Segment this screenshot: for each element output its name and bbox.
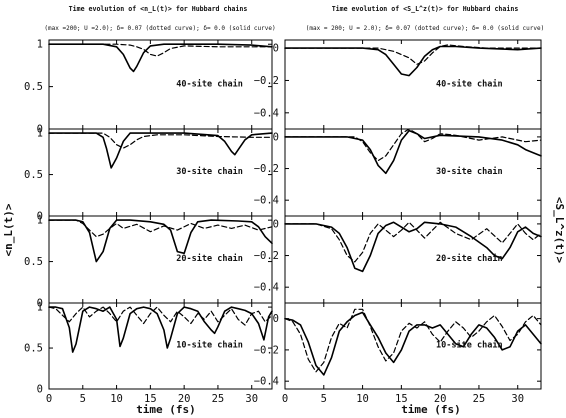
solid-curve [284,129,542,175]
y-tick-label: −0.2 [254,344,279,356]
panel-4: 0 −0.2 −0.4 10-site chain [254,302,542,390]
dashed-curve [284,308,542,373]
x-tick-label: 0 [46,393,52,405]
x-tick-label: 5 [80,393,86,405]
panel-label: 10-site chain [436,340,503,351]
panel-label: 30-site chain [176,166,243,177]
dashed-curve [284,44,542,65]
y-tick-label: −0.2 [254,250,279,262]
y-tick-label: 0 [37,124,43,136]
y-tick-label: 0 [273,218,279,230]
panel-label: 10-site chain [176,340,243,351]
solid-curve [284,221,542,273]
y-tick-label: −0.2 [254,75,279,87]
x-tick-label: 15 [144,393,157,405]
y-tick-label: −0.4 [254,107,279,119]
y-tick-label: 0.5 [24,343,43,355]
y-tick-label: 0 [37,298,43,310]
solid-curve [48,219,273,263]
panel-label: 20-site chain [176,253,243,264]
y-tick-label: 1 [37,128,43,140]
dashed-curve [48,219,273,238]
x-tick-label: 20 [434,393,447,405]
right-chart-title: Time evolution of <S_L^z(t)> for Hubbard… [332,5,519,13]
y-tick-label: 1 [37,302,43,314]
dashed-curve [48,43,273,57]
y-tick-label: 0 [273,313,279,325]
x-tick-label: 20 [178,393,191,405]
right-chart-xlabel: time (fs) [401,403,461,416]
y-tick-label: 0 [273,43,279,55]
chart-right: 0 −0.2 −0.4 40-site chain 0 −0.2 −0.4 30-site c… [254,39,542,405]
right-chart-subtitle: (max = 200; U = 2.0); δ= 0.07 (dotted cu… [306,25,544,32]
x-tick-label: 0 [282,393,288,405]
panel-frame [48,302,273,390]
x-tick-label: 10 [110,393,123,405]
solid-curve [48,43,273,73]
panel-4: 0 0.5 1 10-site chain [24,302,273,396]
panel-2: 0 0.5 1 30-site chain [24,128,273,223]
chart-left: 0 0.5 1 40-site chain 0 0.5 1 30-site chain 0 0.5… [24,39,273,405]
x-tick-label: 30 [511,393,524,405]
y-tick-label: 0 [273,131,279,143]
y-tick-label: −0.4 [254,195,279,207]
panel-label: 40-site chain [436,78,503,89]
charts-layer: 0 0.5 1 40-site chain 0 0.5 1 30-site chain 0 0.5… [24,39,542,405]
y-tick-label: −0.4 [254,376,279,388]
x-tick-label: 15 [395,393,408,405]
panel-1: 0 −0.2 −0.4 40-site chain [254,39,542,130]
y-tick-label: 0.5 [24,256,43,268]
y-tick-label: −0.4 [254,282,279,294]
x-tick-label: 30 [245,393,258,405]
y-tick-label: 0 [37,384,43,396]
panel-1: 0 0.5 1 40-site chain [24,39,273,136]
left-chart-ylabel: <n_L(t)> [2,203,15,256]
solid-curve [284,311,542,376]
panel-label: 20-site chain [436,253,503,264]
right-chart-ylabel: <S_L^z(t)> [553,197,566,264]
panel-frame [284,302,542,390]
dashed-curve [48,306,273,326]
panel-label: 30-site chain [436,166,503,177]
left-chart-xlabel: time (fs) [136,403,196,416]
x-tick-label: 10 [356,393,369,405]
left-chart-subtitle: (max =200; U =2.0); δ= 0.07 (dotted curv… [44,25,275,32]
panel-3: 0 0.5 1 20-site chain [24,215,273,310]
panel-label: 40-site chain [176,78,243,89]
x-tick-label: 5 [321,393,327,405]
left-chart-title: Time evolution of <n_L(t)> for Hubbard c… [69,5,248,13]
solid-curve [48,132,273,169]
dashed-curve [48,132,273,149]
dashed-curve [284,128,542,162]
x-tick-label: 25 [473,393,486,405]
x-tick-label: 25 [212,393,225,405]
y-tick-label: 1 [37,215,43,227]
dashed-curve [284,221,542,263]
y-tick-label: 1 [37,39,43,51]
y-tick-label: −0.2 [254,163,279,175]
y-tick-label: 0.5 [24,81,43,93]
y-tick-label: 0 [37,211,43,223]
y-tick-label: 0.5 [24,169,43,181]
